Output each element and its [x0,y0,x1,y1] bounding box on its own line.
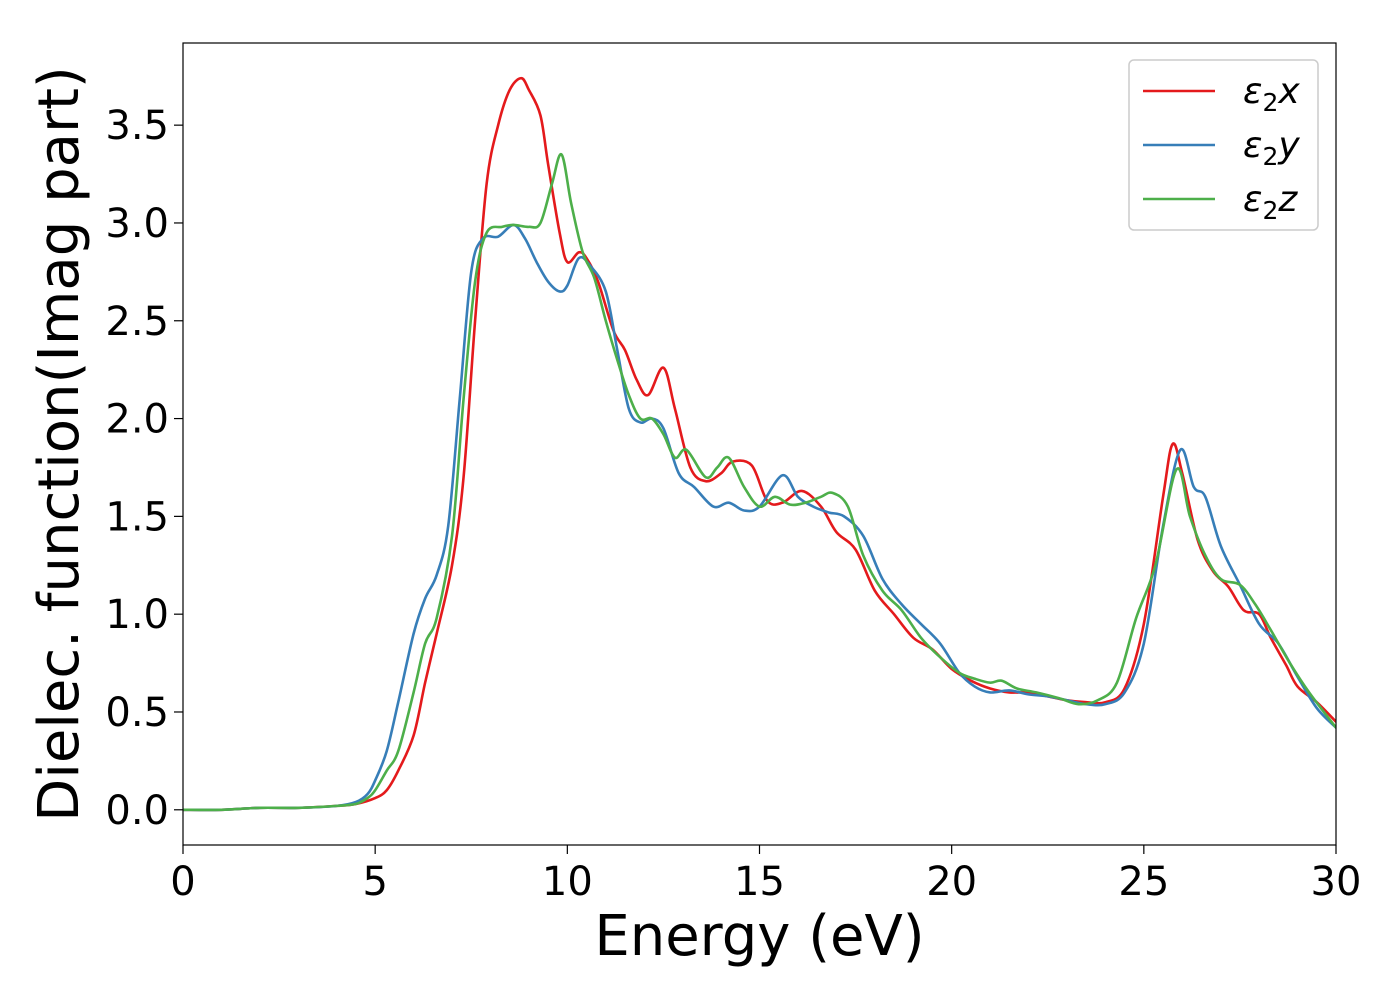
legend-label-z: ε2z [1243,179,1298,225]
y-tick-label: 2.5 [105,299,169,345]
series-line-x [183,76,1336,812]
y-axis: 0.0 0.5 1.0 1.5 2.0 2.5 3.0 3.5 [105,103,183,834]
y-tick-label: 1.0 [105,592,169,638]
x-tick-label: 20 [926,859,977,905]
x-axis: 0 5 10 15 20 25 30 [170,845,1361,905]
x-tick-label: 15 [734,859,785,905]
y-tick-label: 2.0 [105,397,169,443]
legend-label-x: ε2x [1243,71,1300,117]
x-tick-label: 25 [1118,859,1169,905]
y-tick-label: 3.0 [105,201,169,247]
legend: ε2x ε2y ε2z [1128,59,1319,231]
y-tick-label: 3.5 [105,103,169,149]
legend-label-y: ε2y [1243,125,1300,171]
y-tick-label: 0.0 [105,788,169,834]
y-axis-title: Dielec. function(Imag part) [27,66,92,822]
x-tick-label: 30 [1311,859,1362,905]
x-tick-label: 0 [170,859,195,905]
series-layer [183,76,1336,812]
series-line-z [183,153,1336,812]
x-axis-title: Energy (eV) [594,904,924,969]
x-tick-label: 5 [362,859,387,905]
y-tick-label: 0.5 [105,690,169,736]
series-line-y [183,223,1336,812]
y-tick-label: 1.5 [105,494,169,540]
x-tick-label: 10 [542,859,593,905]
legend-box [1128,59,1319,231]
